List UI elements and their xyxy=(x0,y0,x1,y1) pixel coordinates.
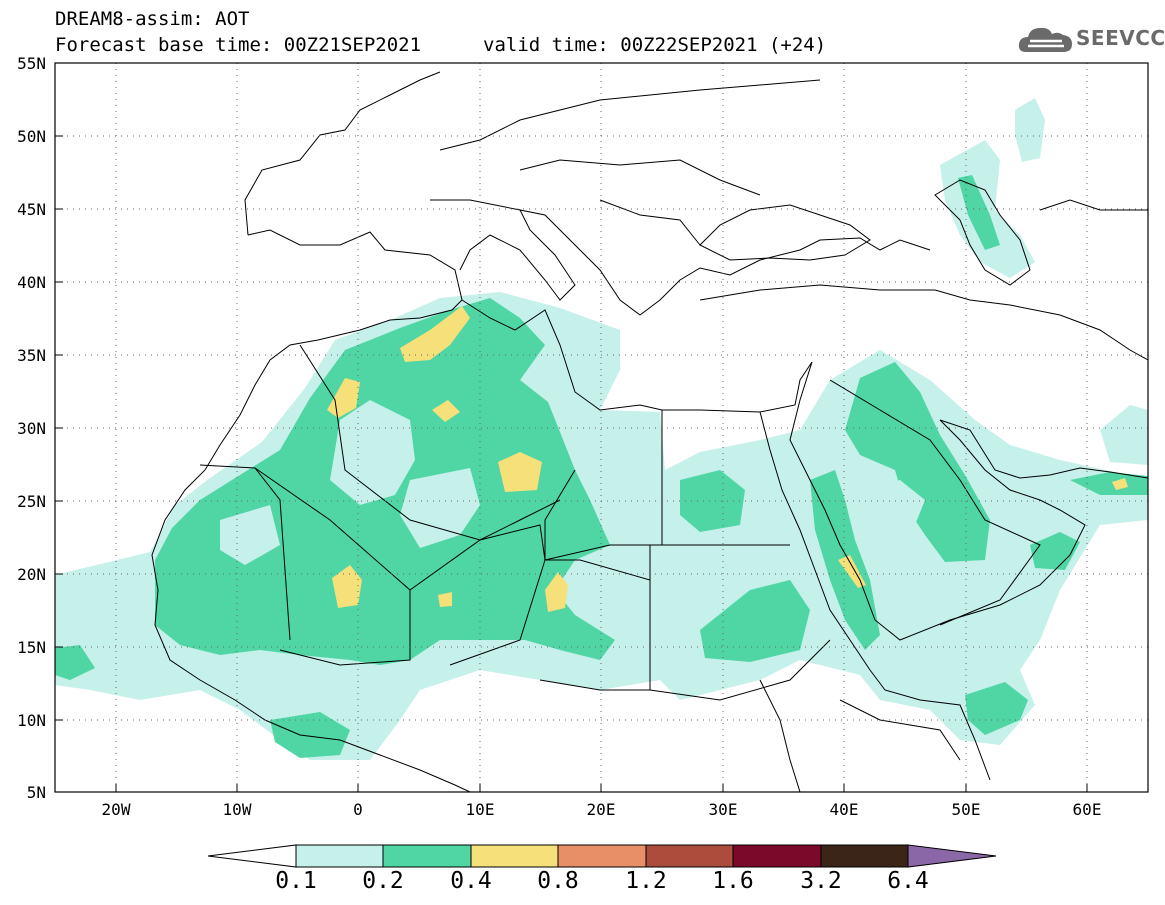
colorbar-label-0.8: 0.8 xyxy=(537,868,579,894)
colorbar-segment-0.2-0.4 xyxy=(382,844,472,868)
colorbar-segment-0.4-0.8 xyxy=(470,844,559,868)
cloud-logo-icon xyxy=(1018,27,1072,52)
aot-level-0.1-inner-4 xyxy=(870,480,925,525)
coastline-persian-gulf xyxy=(939,419,1148,479)
coastline-europe xyxy=(244,71,931,316)
coastlines xyxy=(151,71,1148,792)
lat-label-25n: 25N xyxy=(17,492,46,511)
lon-label-40e: 40E xyxy=(830,800,859,819)
lon-label-20e: 20E xyxy=(587,800,616,819)
aot-level-0.2-region-oman xyxy=(1030,532,1080,570)
aot-level-0.2-region-gulf xyxy=(1070,472,1148,495)
lat-label-30n: 30N xyxy=(17,419,46,438)
coastline-red-sea-west xyxy=(759,411,991,781)
colorbar-label-0.4: 0.4 xyxy=(450,868,492,894)
border-chad xyxy=(539,559,651,691)
lat-label-5n: 5N xyxy=(27,783,46,802)
coastline-mediterranean xyxy=(461,299,813,413)
lat-labels: 55N 50N 45N 40N 35N 30N 25N 20N 15N 10N … xyxy=(17,54,46,802)
aot-level-0.1-region-iran xyxy=(1100,405,1148,465)
aot-level-0.2-region-guinea xyxy=(270,712,350,758)
lat-label-50n: 50N xyxy=(17,127,46,146)
lat-label-15n: 15N xyxy=(17,638,46,657)
axis-ticks xyxy=(55,62,1088,792)
aot-level-0.4-region-eritrea xyxy=(838,555,866,588)
aot-level-0.4-region-morocco xyxy=(327,378,360,418)
aot-level-0.2-region-senegal-coast xyxy=(55,645,95,680)
lon-label-0: 0 xyxy=(353,800,363,819)
border-niger xyxy=(409,524,546,666)
aot-level-0.4-region-mali xyxy=(332,565,362,608)
colorbar-segment-1.6-3.2 xyxy=(732,844,822,868)
colorbar-segment-0.8-1.2 xyxy=(557,844,647,868)
map-title: DREAM8-assim: AOT xyxy=(55,8,250,30)
forecast-base-time: Forecast base time: 00Z21SEP2021 xyxy=(55,34,422,56)
lat-label-55n: 55N xyxy=(17,54,46,73)
aot-level-0.1-region-caspian xyxy=(940,140,1035,278)
aot-level-0.2-region-egypt xyxy=(680,470,745,532)
lon-label-10e: 10E xyxy=(466,800,495,819)
colorbar-label-1.6: 1.6 xyxy=(712,868,754,894)
aot-level-0.4-region-niger xyxy=(438,592,452,607)
lat-label-10n: 10N xyxy=(17,711,46,730)
colorbar-label-6.4: 6.4 xyxy=(887,868,929,894)
coastline-west-africa xyxy=(151,229,471,792)
seevccc-logo: SEEVCCC xyxy=(1018,22,1165,58)
aot-level-0.1-inner-3 xyxy=(220,505,280,565)
lon-label-50e: 50E xyxy=(952,800,981,819)
border-algeria xyxy=(299,344,561,541)
colorbar-lower-triangle xyxy=(207,844,297,868)
colorbar xyxy=(207,844,997,868)
logo-text: SEEVCCC xyxy=(1076,26,1165,50)
aot-level-0.2-region-somalia xyxy=(965,682,1028,735)
coastline-caspian xyxy=(934,179,1031,286)
border-europe xyxy=(430,79,821,246)
coastline-arabia xyxy=(789,361,1086,641)
border-mauritania xyxy=(199,464,291,641)
colorbar-upper-triangle xyxy=(907,844,997,868)
border-turkey xyxy=(699,284,935,301)
aot-level-0.2-region-sudan xyxy=(700,580,810,662)
colorbar-segment-0.1-0.2 xyxy=(295,844,384,868)
colorbar-label-0.2: 0.2 xyxy=(362,868,404,894)
aot-level-0.4-region-algeria xyxy=(432,400,460,422)
border-iran xyxy=(934,199,1148,361)
aot-level-0.4-region-chad xyxy=(545,572,568,612)
aot-level-0.1-inner-2 xyxy=(400,468,480,548)
lon-label-10w: 10W xyxy=(223,800,252,819)
lon-labels: 20W 10W 0 10E 20E 30E 40E 50E 60E xyxy=(102,800,1102,819)
aot-level-0.1-region-aral xyxy=(1015,98,1045,162)
border-saudi xyxy=(829,379,1041,626)
aot-level-0.4-region-libya xyxy=(498,452,542,492)
aot-level-0.4-region-tunisia xyxy=(400,306,470,362)
colorbar-label-3.2: 3.2 xyxy=(800,868,842,894)
coastline-black-sea xyxy=(699,204,871,261)
aot-level-0.1-inner-1 xyxy=(330,400,415,505)
lon-label-60e: 60E xyxy=(1073,800,1102,819)
lat-label-35n: 35N xyxy=(17,346,46,365)
lat-label-45n: 45N xyxy=(17,200,46,219)
aot-level-0.2-region-arabia xyxy=(845,362,990,562)
aot-level-0.2-region-caspian xyxy=(958,175,1000,250)
lon-label-20w: 20W xyxy=(102,800,131,819)
graticule xyxy=(55,63,1148,792)
aot-level-0.4-region-gulf xyxy=(1112,478,1128,490)
lon-label-30e: 30E xyxy=(709,800,738,819)
lat-label-20n: 20N xyxy=(17,565,46,584)
colorbar-label-1.2: 1.2 xyxy=(625,868,667,894)
border-mali xyxy=(254,467,411,666)
colorbar-label-0.1: 0.1 xyxy=(275,868,317,894)
valid-time: valid time: 00Z22SEP2021 (+24) xyxy=(483,34,827,56)
colorbar-segment-1.2-1.6 xyxy=(645,844,734,868)
colorbar-segment-3.2-6.4 xyxy=(820,844,909,868)
border-east-africa xyxy=(759,679,961,792)
lat-label-40n: 40N xyxy=(17,273,46,292)
